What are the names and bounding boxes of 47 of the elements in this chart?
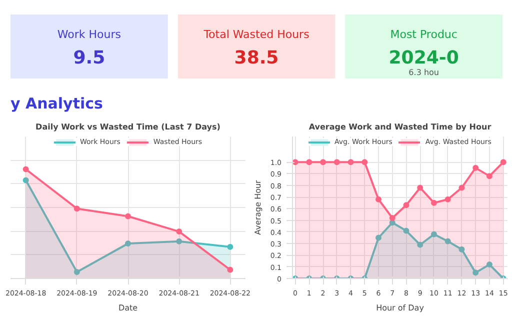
point bbox=[403, 228, 410, 234]
point bbox=[389, 214, 396, 221]
text: 6.3 hou bbox=[408, 68, 439, 77]
point bbox=[334, 159, 340, 166]
point bbox=[176, 228, 182, 235]
point bbox=[417, 184, 424, 191]
point bbox=[320, 159, 326, 166]
point bbox=[403, 202, 410, 208]
text: 38.5 bbox=[234, 48, 279, 68]
point bbox=[227, 244, 234, 250]
text: Most Produc bbox=[390, 28, 458, 41]
point bbox=[376, 196, 382, 202]
point bbox=[306, 159, 312, 166]
text: Work Hours bbox=[57, 28, 122, 41]
text: y Analytics bbox=[10, 94, 104, 112]
point bbox=[444, 196, 451, 202]
point bbox=[22, 177, 29, 184]
point bbox=[227, 266, 234, 273]
point bbox=[486, 173, 492, 180]
y-axis-title: Average Hour bbox=[253, 179, 262, 235]
point bbox=[430, 231, 437, 238]
point bbox=[376, 234, 382, 241]
point bbox=[125, 240, 131, 247]
x-axis-title: Date bbox=[118, 304, 138, 312]
point bbox=[22, 166, 29, 172]
point bbox=[458, 184, 465, 191]
point bbox=[176, 238, 182, 244]
point bbox=[125, 213, 131, 220]
point bbox=[362, 159, 368, 166]
text: 9.5 bbox=[73, 48, 106, 68]
chart-title: Average Work and Wasted Time by Hour bbox=[308, 122, 492, 132]
text: 2024-0 bbox=[388, 48, 459, 68]
point bbox=[486, 262, 492, 268]
point bbox=[458, 246, 465, 252]
text: Total Wasted Hours bbox=[202, 28, 310, 41]
point bbox=[444, 238, 451, 244]
point bbox=[500, 159, 506, 166]
chart-title: Daily Work vs Wasted Time (Last 7 Days) bbox=[36, 122, 220, 132]
point bbox=[472, 270, 479, 276]
x-axis-title: Hour of Day bbox=[376, 304, 424, 312]
point bbox=[472, 164, 479, 171]
point bbox=[74, 206, 80, 212]
point bbox=[348, 159, 354, 166]
point bbox=[417, 242, 424, 248]
point bbox=[292, 159, 298, 166]
point bbox=[74, 268, 80, 275]
point bbox=[430, 200, 437, 206]
